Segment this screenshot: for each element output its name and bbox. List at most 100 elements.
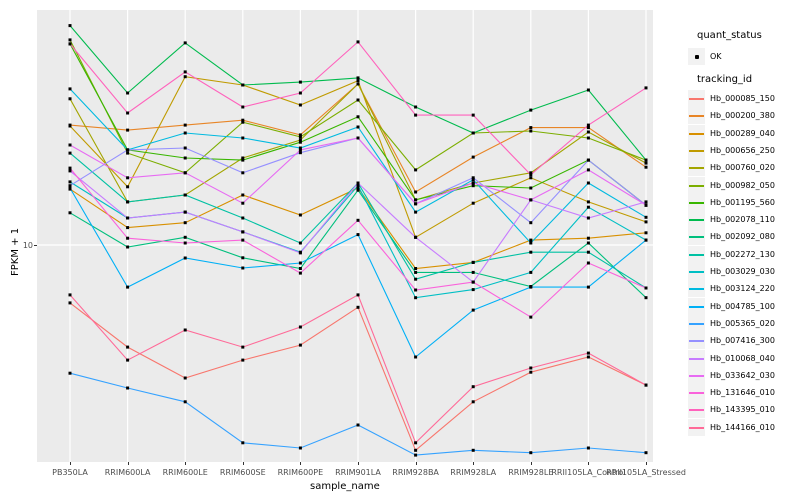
legend-item-label: Hb_007416_300 [710,336,775,346]
data-point [298,251,302,255]
data-point [298,140,302,144]
data-point [471,178,475,182]
legend-line-icon [689,392,704,395]
data-point [586,126,590,130]
legend-item-label: Hb_002092_080 [710,232,775,242]
data-point [183,146,187,150]
data-point [586,250,590,254]
data-point [529,238,533,242]
data-point [356,423,360,427]
data-point [586,446,590,450]
legend-item-Hb_000085_150: Hb_000085_150 [688,90,775,107]
data-point [356,115,360,119]
data-point [414,453,418,457]
legend-item-Hb_007416_300: Hb_007416_300 [688,332,775,350]
data-point [68,180,72,184]
data-point [586,216,590,220]
data-point [471,155,475,159]
legend-item-label: Hb_000289_040 [710,128,775,138]
data-point [644,86,648,90]
data-point [471,176,475,180]
x-axis-tick-mark [588,462,590,465]
legend-item-Hb_000760_020: Hb_000760_020 [688,159,775,177]
data-point [471,280,475,284]
ok-point-key [688,48,705,65]
legend-item-Hb_033642_030: Hb_033642_030 [688,366,775,384]
data-point [183,376,187,380]
data-point [183,221,187,225]
data-point [586,241,590,245]
data-point [183,193,187,197]
data-point [644,231,648,235]
x-axis-tick-label: RRIM600PE [277,468,324,477]
data-point [414,296,418,300]
data-point [241,136,245,140]
legend-key-swatch [688,366,705,384]
data-point [356,136,360,140]
legend-item-Hb_004785_100: Hb_004785_100 [688,297,775,315]
data-point [298,261,302,265]
legend-item-label: Hb_002272_130 [710,249,775,259]
data-point [644,383,648,387]
x-axis-tick-label: RRIM600SE [219,468,266,477]
data-point [241,358,245,362]
legend-line-icon [689,409,704,412]
legend-item-label: Hb_143395_010 [710,405,775,415]
data-point [414,113,418,117]
y-axis-tick-label: 10 [22,241,33,250]
data-point [644,215,648,219]
data-point [241,238,245,242]
data-point [356,293,360,297]
data-point [68,151,72,155]
data-point [126,148,130,152]
x-axis-tick-label: RRII105LA_Stressed [606,468,686,477]
data-point [414,210,418,214]
data-point [529,129,533,133]
data-point [68,293,72,297]
data-point [183,400,187,404]
legend-key-swatch [688,211,705,229]
data-point [241,156,245,160]
data-point [529,171,533,175]
data-point [298,325,302,329]
data-point [529,451,533,455]
data-point [183,235,187,239]
legend-item-Hb_144166_010: Hb_144166_010 [688,418,775,436]
data-point [183,41,187,45]
data-point [586,123,590,127]
data-point [414,190,418,194]
data-point [471,131,475,135]
legend-key-swatch [688,349,705,367]
legend-item-Hb_003124_220: Hb_003124_220 [688,280,775,298]
legend-line-icon [689,426,704,429]
legend-item-label: Hb_000656_250 [710,145,775,155]
data-point [298,241,302,245]
data-point [126,226,130,230]
data-point [68,38,72,42]
data-point [356,184,360,188]
data-point [183,256,187,260]
data-point [586,158,590,162]
data-point [529,270,533,274]
data-point [586,236,590,240]
data-point [471,270,475,274]
legend-item-Hb_001195_560: Hb_001195_560 [688,193,775,211]
legend-line-icon [689,271,704,273]
legend-line-icon [689,115,704,118]
data-point [529,176,533,180]
legend-key-swatch [688,280,705,298]
data-point [126,128,130,132]
data-point [529,241,533,245]
data-point [241,171,245,175]
data-point [356,82,360,86]
data-point [356,181,360,185]
x-axis-tick-mark [473,462,475,465]
legend-line-icon [689,184,704,187]
legend-line-icon [689,374,704,377]
legend-title-quant-status: quant_status [697,30,762,41]
legend-key-swatch [688,297,705,315]
legend-item-label: Hb_000200_380 [710,111,775,121]
data-point [356,40,360,44]
data-point [529,370,533,374]
data-point [126,151,130,155]
